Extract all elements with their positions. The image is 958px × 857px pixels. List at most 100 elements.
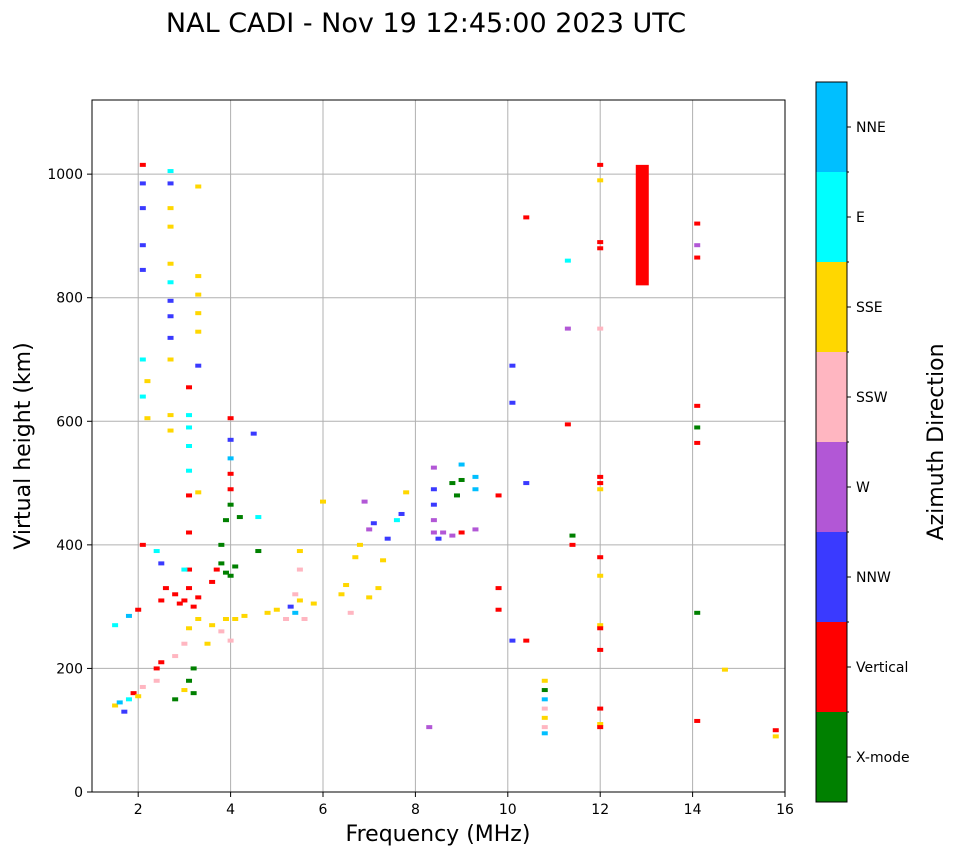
x-tick-label: 14 bbox=[684, 802, 702, 818]
data-point bbox=[172, 592, 179, 597]
data-point bbox=[541, 706, 548, 711]
data-point bbox=[190, 666, 197, 671]
data-point bbox=[273, 607, 280, 612]
data-point bbox=[181, 688, 188, 693]
data-point bbox=[144, 379, 151, 384]
data-point bbox=[458, 477, 465, 482]
data-point bbox=[209, 623, 216, 628]
x-axis-label: Frequency (MHz) bbox=[346, 822, 531, 847]
data-point bbox=[347, 610, 354, 615]
data-point bbox=[176, 601, 183, 606]
data-point bbox=[393, 518, 400, 523]
data-point bbox=[236, 515, 243, 520]
data-point bbox=[195, 329, 202, 334]
data-point bbox=[167, 428, 174, 433]
data-point bbox=[564, 258, 571, 263]
data-point bbox=[167, 298, 174, 303]
data-point bbox=[523, 638, 530, 643]
data-point bbox=[181, 598, 188, 603]
colorbar-label: Azimuth Direction bbox=[924, 343, 949, 540]
data-point bbox=[694, 610, 701, 615]
data-point bbox=[356, 542, 363, 547]
data-point bbox=[597, 623, 604, 628]
data-point bbox=[227, 487, 234, 492]
data-point bbox=[597, 474, 604, 479]
data-point bbox=[440, 530, 447, 535]
data-point bbox=[694, 221, 701, 226]
data-point bbox=[495, 607, 502, 612]
data-point bbox=[213, 567, 220, 572]
data-point bbox=[112, 623, 119, 628]
data-point bbox=[320, 499, 326, 504]
colorbar-swatch bbox=[816, 352, 847, 442]
data-point bbox=[144, 416, 151, 421]
y-tick-label: 200 bbox=[56, 661, 83, 677]
data-point bbox=[153, 678, 160, 683]
data-point bbox=[186, 468, 193, 473]
data-point bbox=[186, 586, 193, 591]
data-point bbox=[264, 610, 271, 615]
data-point bbox=[694, 425, 701, 430]
y-tick-label: 0 bbox=[74, 785, 83, 801]
data-point bbox=[186, 413, 193, 418]
data-point bbox=[430, 518, 437, 523]
data-point bbox=[694, 718, 701, 723]
data-point bbox=[139, 267, 146, 272]
data-point bbox=[541, 688, 548, 693]
data-point bbox=[283, 617, 290, 621]
data-point bbox=[564, 422, 571, 427]
data-point bbox=[375, 586, 382, 591]
x-tick-label: 16 bbox=[776, 802, 794, 818]
colorbar-swatch bbox=[816, 442, 847, 532]
data-point bbox=[222, 570, 229, 575]
data-point bbox=[139, 162, 146, 167]
data-point bbox=[472, 474, 479, 479]
data-point bbox=[167, 413, 174, 418]
data-point bbox=[472, 487, 479, 492]
data-point bbox=[195, 490, 202, 495]
colorbar-swatch bbox=[816, 172, 847, 262]
data-point bbox=[158, 598, 165, 603]
y-tick-label: 1000 bbox=[47, 167, 83, 183]
data-point bbox=[195, 274, 202, 279]
data-point bbox=[449, 481, 456, 486]
x-tick-label: 4 bbox=[226, 802, 235, 818]
data-point bbox=[167, 280, 174, 285]
data-point bbox=[167, 261, 174, 266]
x-tick-label: 10 bbox=[499, 802, 517, 818]
data-point bbox=[694, 440, 701, 445]
data-point bbox=[167, 181, 174, 186]
data-point bbox=[135, 607, 142, 612]
colorbar-swatch bbox=[816, 262, 847, 352]
x-tick-label: 8 bbox=[411, 802, 420, 818]
data-point bbox=[597, 246, 604, 251]
data-point bbox=[458, 530, 465, 535]
data-point bbox=[292, 592, 299, 597]
data-point bbox=[541, 678, 548, 683]
data-point bbox=[694, 243, 701, 248]
data-point bbox=[232, 564, 239, 569]
data-point bbox=[296, 549, 303, 554]
data-point bbox=[569, 542, 576, 547]
data-point bbox=[310, 601, 317, 606]
data-point bbox=[366, 527, 373, 532]
data-point bbox=[209, 579, 216, 584]
data-point bbox=[255, 549, 262, 554]
y-axis-label: Virtual height (km) bbox=[11, 342, 36, 549]
data-point bbox=[186, 444, 193, 448]
data-point bbox=[287, 604, 294, 609]
data-point bbox=[195, 184, 202, 189]
data-point bbox=[181, 641, 188, 646]
colorbar-swatch bbox=[816, 82, 847, 172]
data-point bbox=[523, 481, 530, 486]
data-point bbox=[227, 502, 234, 507]
data-point bbox=[218, 629, 225, 634]
data-point bbox=[449, 533, 456, 538]
data-point bbox=[227, 573, 234, 578]
data-point bbox=[352, 555, 359, 560]
data-point bbox=[190, 691, 197, 696]
data-point bbox=[255, 515, 262, 520]
data-point bbox=[125, 613, 132, 618]
colorbar-swatch bbox=[816, 622, 847, 712]
data-point bbox=[597, 178, 604, 183]
